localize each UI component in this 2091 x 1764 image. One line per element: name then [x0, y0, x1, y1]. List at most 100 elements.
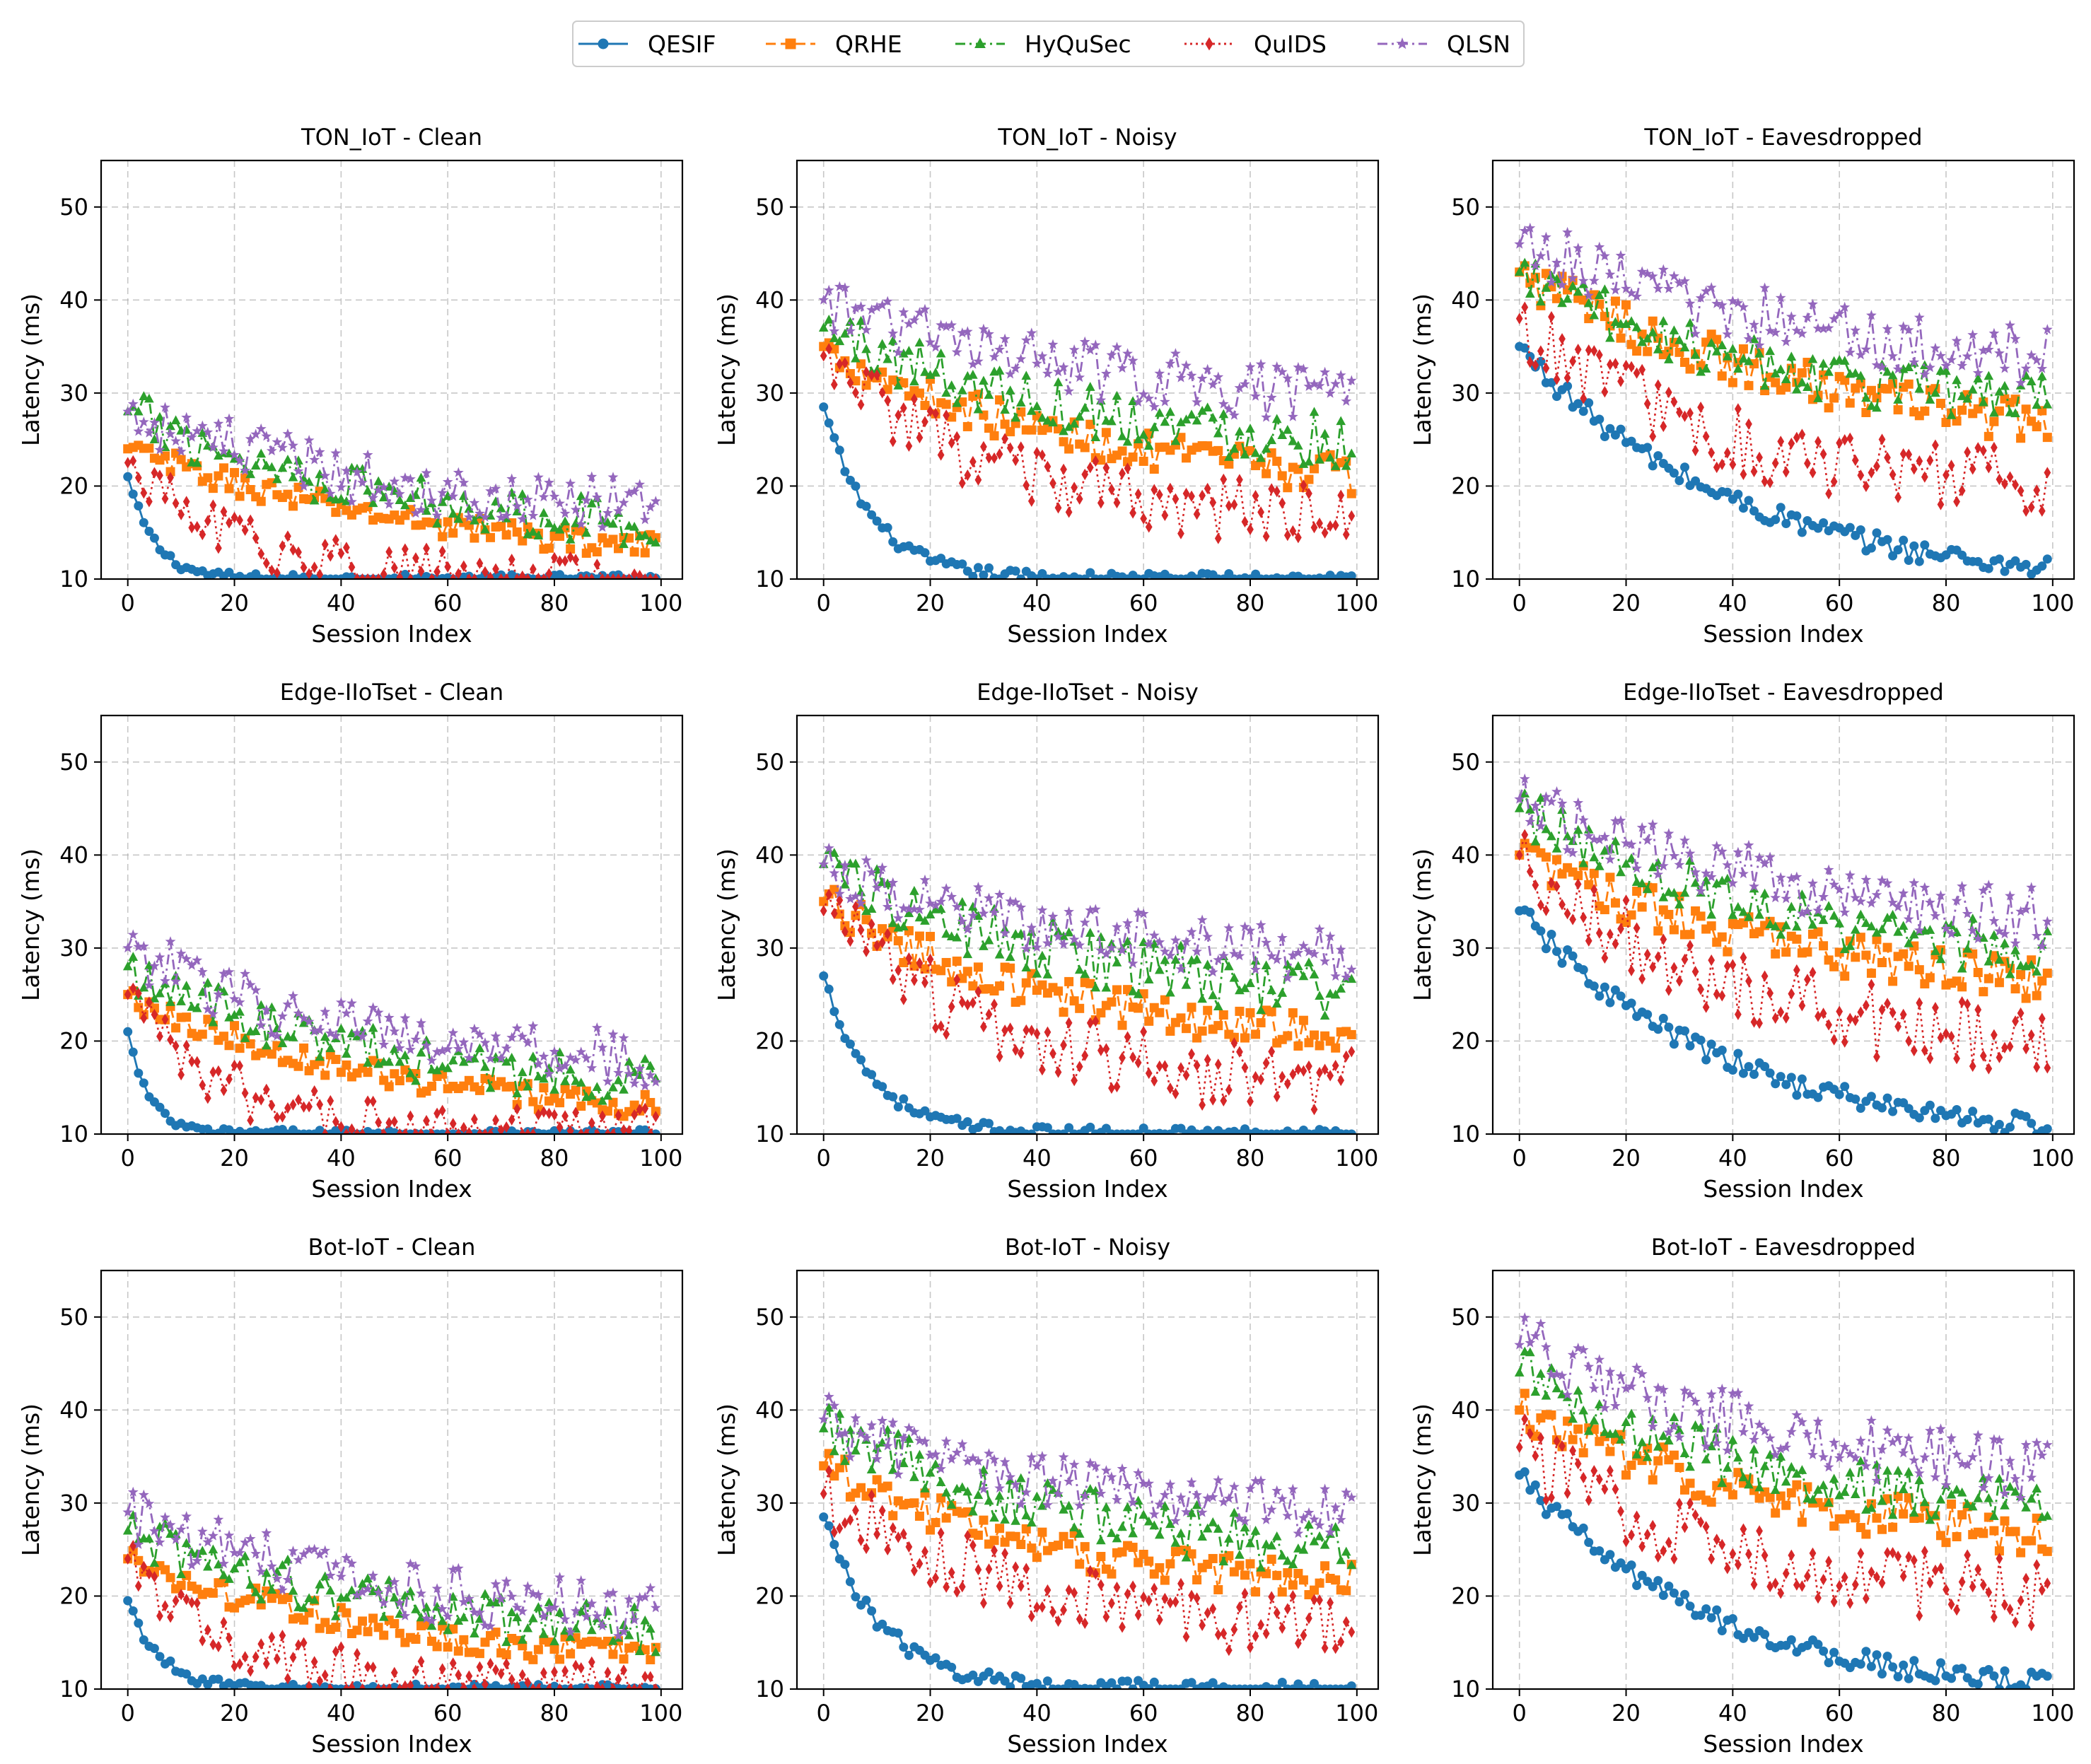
- data-point: [845, 317, 856, 326]
- data-point: [1711, 298, 1723, 308]
- data-point: [1567, 1349, 1578, 1360]
- data-point: [1626, 998, 1636, 1008]
- data-point: [443, 1063, 453, 1073]
- data-point: [940, 321, 952, 332]
- data-point: [470, 515, 479, 525]
- data-point: [834, 1463, 844, 1473]
- data-point: [1102, 1611, 1110, 1623]
- data-point: [856, 300, 866, 311]
- data-point: [1807, 354, 1818, 363]
- data-point: [1781, 1080, 1791, 1090]
- data-point: [140, 1560, 148, 1572]
- data-point: [1952, 1532, 1962, 1542]
- data-point: [1001, 1547, 1008, 1560]
- data-point: [1638, 1541, 1646, 1553]
- data-point: [2021, 1111, 2031, 1121]
- data-point: [213, 418, 224, 428]
- data-point: [1315, 454, 1324, 464]
- data-point: [1268, 1591, 1276, 1603]
- data-point: [852, 901, 859, 913]
- data-point: [342, 1060, 351, 1070]
- subplot-title: TON_IoT - Noisy: [997, 124, 1177, 151]
- data-point: [262, 1083, 270, 1095]
- data-point: [226, 1632, 233, 1644]
- data-point: [134, 1618, 144, 1628]
- data-point: [1616, 333, 1626, 343]
- legend-label: QRHE: [835, 30, 902, 58]
- data-point: [586, 1598, 598, 1608]
- data-point: [1687, 1497, 1694, 1509]
- data-point: [236, 1658, 243, 1670]
- data-point: [240, 968, 250, 979]
- data-point: [518, 1128, 526, 1134]
- data-point: [503, 1121, 511, 1133]
- data-point: [400, 1012, 411, 1023]
- data-point: [1526, 356, 1534, 368]
- data-point: [974, 986, 982, 998]
- data-point: [2012, 479, 2019, 491]
- data-point: [1600, 982, 1609, 992]
- data-point: [390, 1116, 398, 1128]
- data-point: [1872, 528, 1882, 538]
- x-tick-label: 0: [121, 1700, 135, 1727]
- data-point: [1520, 1389, 1530, 1398]
- data-point: [845, 1039, 855, 1049]
- data-point: [1027, 1129, 1037, 1134]
- data-point: [160, 975, 170, 986]
- data-point: [1943, 469, 1950, 481]
- data-point: [1514, 803, 1525, 812]
- data-point: [2022, 1043, 2030, 1055]
- data-point: [482, 1128, 489, 1134]
- data-point: [1149, 422, 1160, 431]
- data-point: [868, 1489, 875, 1501]
- data-point: [618, 1626, 629, 1637]
- data-point: [1204, 1053, 1211, 1065]
- data-point: [128, 489, 138, 499]
- data-point: [187, 1002, 197, 1011]
- data-point: [479, 1620, 491, 1630]
- data-point: [1054, 986, 1064, 996]
- data-point: [1218, 950, 1229, 961]
- data-point: [1335, 944, 1346, 954]
- data-point: [208, 1017, 219, 1027]
- data-point: [1631, 1449, 1642, 1459]
- data-point: [1691, 966, 1699, 978]
- data-point: [378, 1597, 390, 1608]
- data-point: [1535, 250, 1547, 261]
- data-point: [417, 565, 425, 578]
- data-point: [351, 1027, 363, 1038]
- data-point: [1738, 868, 1749, 879]
- data-point: [1245, 1538, 1255, 1548]
- data-point: [1771, 949, 1781, 959]
- data-point: [1701, 1604, 1711, 1614]
- data-point: [883, 354, 893, 363]
- data-point: [1208, 412, 1218, 422]
- data-point: [1117, 363, 1128, 373]
- y-tick-label: 40: [59, 1396, 88, 1423]
- data-point: [1807, 919, 1818, 929]
- legend-marker: [974, 37, 986, 48]
- data-point: [1192, 1500, 1202, 1509]
- data-point: [1909, 1454, 1920, 1465]
- data-point: [133, 426, 144, 436]
- data-point: [1148, 401, 1160, 411]
- data-point: [389, 1592, 400, 1602]
- data-point: [1026, 922, 1037, 933]
- data-point: [295, 546, 302, 559]
- data-point: [559, 1613, 571, 1624]
- data-point: [1781, 519, 1791, 528]
- data-point: [1553, 1435, 1561, 1447]
- data-point: [512, 1612, 523, 1622]
- data-point: [277, 1584, 288, 1595]
- data-point: [1919, 882, 1930, 892]
- data-point: [343, 1683, 350, 1689]
- data-point: [480, 1061, 490, 1071]
- data-point: [373, 1007, 384, 1017]
- data-point: [2037, 561, 2047, 571]
- data-point: [1074, 964, 1085, 974]
- data-point: [1272, 1570, 1282, 1580]
- data-point: [1546, 1369, 1557, 1379]
- data-point: [336, 493, 346, 503]
- data-point: [845, 1577, 855, 1587]
- data-point: [1015, 1473, 1026, 1483]
